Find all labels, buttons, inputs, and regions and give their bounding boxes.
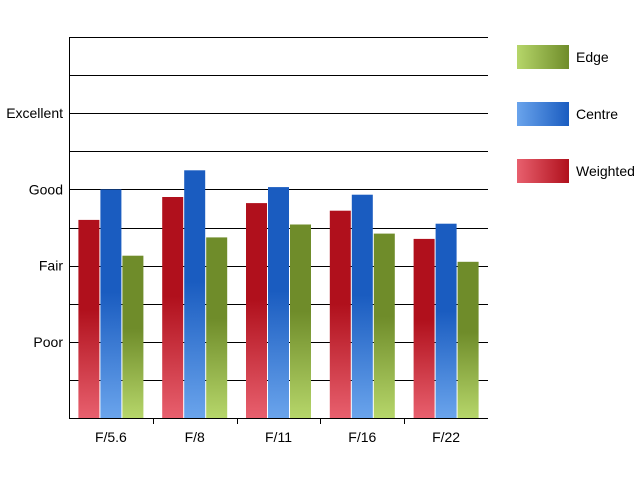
legend-swatch-edge [517,45,569,69]
bar-weighted-f-16 [329,210,351,418]
bar-edge-f-8 [206,237,228,418]
y-tick-label: Fair [39,258,63,274]
x-tick-label: F/22 [432,429,460,445]
legend-label-weighted: Weighted [576,163,635,179]
y-tick-label: Poor [33,334,63,350]
x-tick-label: F/8 [185,429,205,445]
bar-edge-f-22 [457,261,479,418]
bar-centre-f-11 [268,187,289,418]
y-tick-label: Excellent [6,105,63,121]
bar-weighted-f-11 [246,203,267,418]
x-tick-labels: F/5.6 F/8 F/11 F/16 F/22 [95,429,460,445]
legend-label-edge: Edge [576,49,609,65]
legend-label-centre: Centre [576,106,618,122]
bar-centre-f-22 [435,223,457,418]
legend-swatch-centre [517,102,569,126]
x-tick-label: F/11 [265,429,292,445]
y-tick-label: Good [29,181,63,197]
bars [78,170,479,418]
legend: Edge Centre Weighted [517,45,635,183]
legend-swatch-weighted [517,159,569,183]
bar-centre-f-8 [184,170,206,418]
y-tick-labels: Poor Fair Good Excellent [6,105,63,350]
bar-centre-f-5-6 [100,189,122,418]
bar-edge-f-5-6 [122,255,144,418]
bar-edge-f-11 [290,224,311,418]
bar-weighted-f-5-6 [78,219,100,418]
x-tick-label: F/5.6 [95,429,127,445]
axes [69,37,488,424]
bar-weighted-f-22 [413,238,435,418]
bar-centre-f-16 [351,194,373,418]
x-tick-label: F/16 [348,429,376,445]
bar-edge-f-16 [373,233,395,418]
bar-weighted-f-8 [162,197,184,418]
